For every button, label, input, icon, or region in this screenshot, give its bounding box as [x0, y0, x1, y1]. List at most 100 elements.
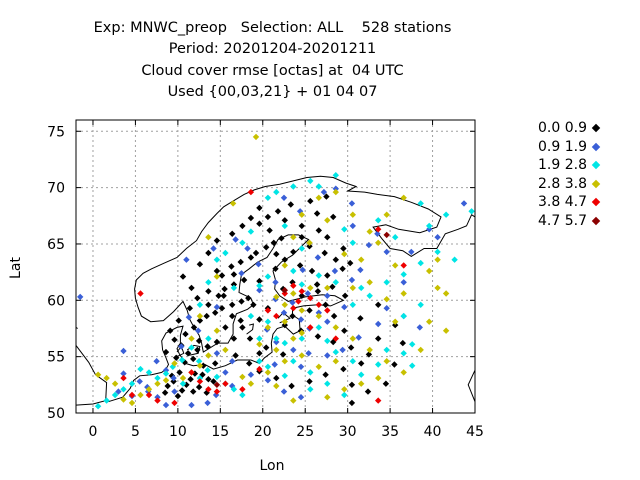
data-point	[349, 277, 355, 283]
data-point	[426, 268, 432, 274]
data-point	[281, 195, 287, 201]
data-point	[232, 236, 238, 242]
legend-label: 0.9 1.9	[538, 139, 587, 155]
data-point	[182, 331, 188, 337]
data-point	[239, 392, 245, 398]
data-point	[299, 307, 305, 313]
data-point	[231, 271, 237, 277]
x-tick-label: 45	[466, 424, 484, 440]
data-point	[358, 372, 364, 378]
data-point	[324, 394, 330, 400]
data-point	[316, 364, 322, 370]
data-point	[341, 251, 347, 257]
data-point	[324, 338, 330, 344]
data-point	[212, 310, 218, 316]
data-point	[120, 375, 126, 381]
data-point	[324, 307, 330, 313]
data-point	[282, 358, 288, 364]
x-tick-label: 5	[131, 424, 140, 440]
data-point	[214, 328, 220, 334]
data-point	[322, 302, 328, 308]
data-point	[341, 392, 347, 398]
data-point	[196, 384, 202, 390]
data-point	[222, 347, 228, 353]
data-point	[314, 281, 320, 287]
data-point	[434, 234, 440, 240]
data-point	[324, 285, 330, 291]
data-point	[204, 400, 210, 406]
data-point	[349, 200, 355, 206]
data-point	[120, 348, 126, 354]
data-point	[341, 386, 347, 392]
legend-marker	[592, 216, 600, 224]
data-point	[418, 260, 424, 266]
data-point	[188, 402, 194, 408]
data-point	[205, 279, 211, 285]
data-point	[426, 319, 432, 325]
data-point	[348, 344, 354, 350]
data-point	[273, 251, 279, 257]
x-tick-label: 10	[169, 424, 187, 440]
data-point	[180, 375, 186, 381]
data-point	[357, 267, 363, 273]
x-tick-label: 20	[254, 424, 272, 440]
data-point	[231, 285, 237, 291]
data-point	[333, 349, 339, 355]
data-point	[271, 240, 277, 246]
data-point	[324, 381, 330, 387]
data-point	[384, 305, 390, 311]
data-point	[316, 183, 322, 189]
data-point	[340, 366, 346, 372]
data-point	[282, 373, 288, 379]
data-point	[341, 304, 347, 310]
legend-marker	[592, 198, 600, 206]
data-point	[409, 341, 415, 347]
data-point	[256, 316, 262, 322]
data-point	[163, 377, 169, 383]
data-point	[367, 347, 373, 353]
data-point	[248, 254, 254, 260]
data-point	[307, 285, 313, 291]
data-point	[350, 212, 356, 218]
data-point	[322, 250, 328, 256]
data-point	[358, 285, 364, 291]
data-point	[324, 352, 330, 358]
data-point	[290, 268, 296, 274]
data-point	[392, 234, 398, 240]
data-point	[239, 240, 245, 246]
data-point	[256, 283, 262, 289]
data-point	[255, 261, 261, 267]
data-point	[282, 262, 288, 268]
data-point	[256, 350, 262, 356]
data-point	[288, 383, 294, 389]
data-point	[366, 242, 372, 248]
data-point	[239, 386, 245, 392]
data-point	[188, 285, 194, 291]
coastline	[76, 345, 107, 405]
legend-item: 3.8 4.7	[495, 194, 615, 213]
data-point	[197, 261, 203, 267]
data-point	[307, 198, 313, 204]
legend-item: 2.8 3.8	[495, 176, 615, 195]
data-point	[219, 272, 225, 278]
data-point	[253, 134, 259, 140]
data-point	[339, 347, 345, 353]
data-point	[256, 205, 262, 211]
data-point	[401, 369, 407, 375]
data-point	[307, 386, 313, 392]
data-point	[163, 349, 169, 355]
data-point	[333, 358, 339, 364]
data-point	[349, 400, 355, 406]
data-point	[210, 245, 216, 251]
data-point	[350, 240, 356, 246]
data-point	[273, 335, 279, 341]
data-point	[263, 344, 269, 350]
data-point	[375, 240, 381, 246]
data-point	[282, 302, 288, 308]
data-point	[265, 369, 271, 375]
data-point	[330, 214, 336, 220]
data-point	[384, 232, 390, 238]
data-point	[205, 234, 211, 240]
data-point	[190, 356, 196, 362]
y-tick-label: 75	[47, 124, 65, 140]
